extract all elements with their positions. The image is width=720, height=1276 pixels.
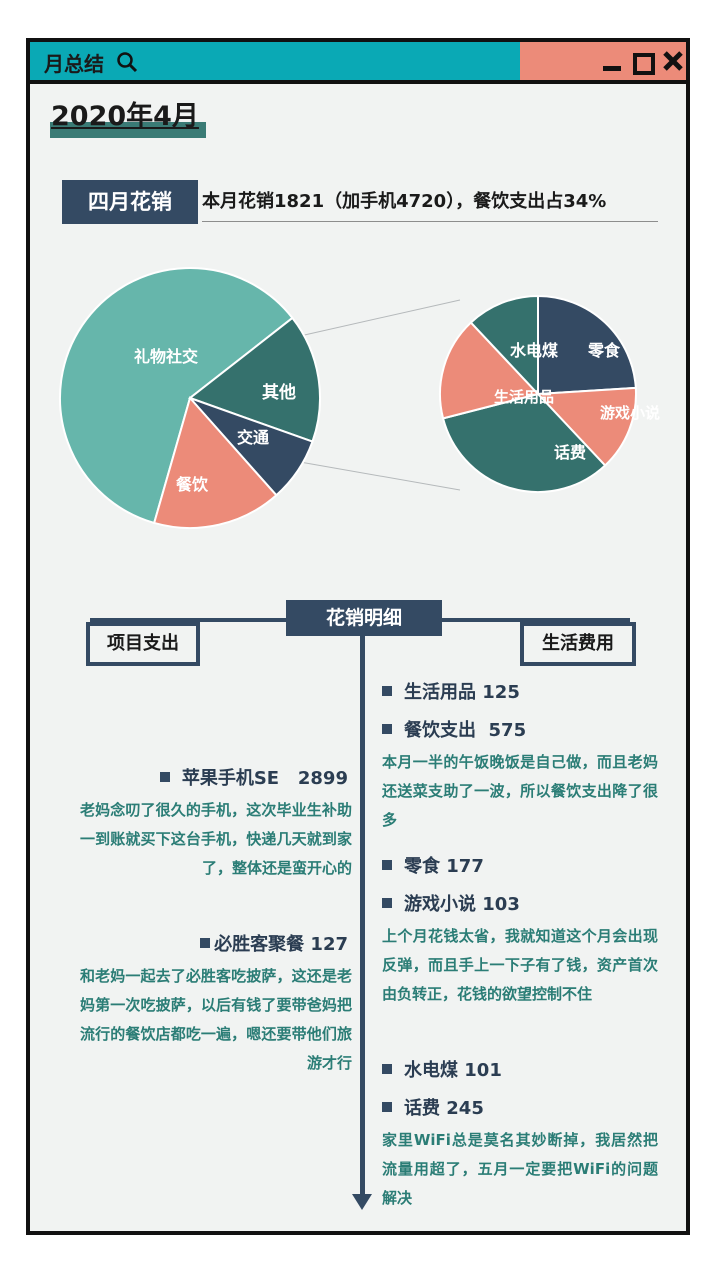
date-heading: 2020年4月 — [51, 101, 199, 132]
bullet-icon — [159, 772, 170, 782]
search-icon[interactable] — [116, 51, 138, 73]
minimize-button[interactable] — [603, 66, 621, 71]
item-label: 生活用品 125 — [404, 682, 520, 703]
pie-slice — [439, 321, 540, 420]
section-divider — [202, 221, 658, 222]
item-description: 家里WiFi总是莫名其妙断掉，我居然把流量用超了，五月一定要把WiFi的问题解决 — [382, 1131, 658, 1207]
title-bar-right — [520, 42, 686, 80]
maximize-button[interactable] — [633, 53, 655, 75]
list-item-phone-bill: 话费 245 — [382, 1094, 484, 1120]
left-column-title: 项目支出 — [86, 622, 200, 666]
item-description: 和老妈一起去了必胜客吃披萨，这还是老妈第一次吃披萨，以后有钱了要带爸妈把流行的餐… — [80, 967, 352, 1072]
list-item-snacks: 零食 177 — [382, 852, 484, 878]
title-bar-left — [30, 42, 520, 80]
list-item-daily-goods: 生活用品 125 — [382, 678, 520, 704]
pie-slice-label: 生活用品 — [494, 388, 554, 406]
close-button[interactable] — [662, 50, 684, 72]
timeline-arrow — [352, 1194, 372, 1210]
item-description: 本月一半的午饭晚饭是自己做，而且老妈还送菜支助了一波，所以餐饮支出降了很多 — [382, 753, 658, 829]
item-label: 苹果手机SE 2899 — [181, 768, 348, 789]
bullet-icon — [382, 686, 392, 696]
pie-slice — [187, 316, 321, 443]
bullet-icon — [382, 860, 392, 870]
section-summary: 本月花销1821（加手机4720），餐饮支出占34% — [202, 191, 607, 212]
pie-slice — [537, 294, 637, 396]
pie-slice-label: 礼物社交 — [134, 347, 198, 366]
item-label: 餐饮支出 575 — [404, 720, 527, 741]
pie-slice-label: 餐饮 — [175, 475, 209, 494]
item-label: 游戏小说 103 — [404, 894, 520, 915]
list-item-food: 餐饮支出 575 — [382, 716, 526, 742]
detail-header: 花销明细 — [286, 600, 442, 636]
window-title: 月总结 — [44, 52, 104, 76]
connector-line — [299, 299, 461, 337]
pie-connectors — [299, 299, 461, 491]
timeline-line — [360, 636, 365, 1198]
connector-line — [299, 461, 461, 491]
pie-slice-label: 水电煤 — [510, 341, 558, 360]
pie-slice — [469, 294, 539, 397]
bullet-icon — [382, 1102, 392, 1112]
item-description: 老妈念叨了很久的手机，这次毕业生补助一到账就买下这台手机，快递几天就到家了，整体… — [80, 801, 352, 877]
pie-slice-label: 零食 — [587, 341, 621, 360]
pie-slice-label: 交通 — [237, 428, 269, 447]
bullet-icon — [382, 1064, 392, 1074]
pie-slice-label: 其他 — [262, 382, 296, 403]
pie-slice-label: 游戏小说 — [600, 404, 660, 422]
bullet-icon — [382, 898, 392, 908]
section-tag: 四月花销 — [62, 180, 198, 224]
list-item-games: 游戏小说 103 — [382, 890, 520, 916]
list-item-dining: 必胜客聚餐 127 — [200, 930, 348, 956]
pie-slice — [152, 395, 278, 529]
pie-slice-label: 话费 — [554, 443, 586, 462]
list-item-phone: 苹果手机SE 2899 — [159, 764, 348, 790]
item-label: 必胜客聚餐 127 — [214, 934, 348, 955]
app-window: 月总结 2020年4月 四月花销 本月花销1821（加手机4720），餐饮支出占… — [26, 38, 690, 1235]
list-item-utilities: 水电煤 101 — [382, 1056, 502, 1082]
pie-slice — [59, 267, 294, 525]
pie-slice — [535, 386, 637, 467]
item-label: 零食 177 — [404, 856, 484, 877]
title-bar: 月总结 — [30, 42, 686, 84]
bullet-icon — [382, 724, 392, 734]
item-label: 话费 245 — [404, 1098, 484, 1119]
right-column-title: 生活费用 — [520, 622, 636, 666]
date-highlight-bar — [50, 122, 206, 138]
pie-slice — [441, 392, 607, 493]
item-description: 上个月花钱太省，我就知道这个月会出现反弹，而且手上一下子有了钱，资产首次由负转正… — [382, 927, 658, 1003]
item-label: 水电煤 101 — [404, 1060, 502, 1081]
bullet-icon — [200, 938, 211, 948]
